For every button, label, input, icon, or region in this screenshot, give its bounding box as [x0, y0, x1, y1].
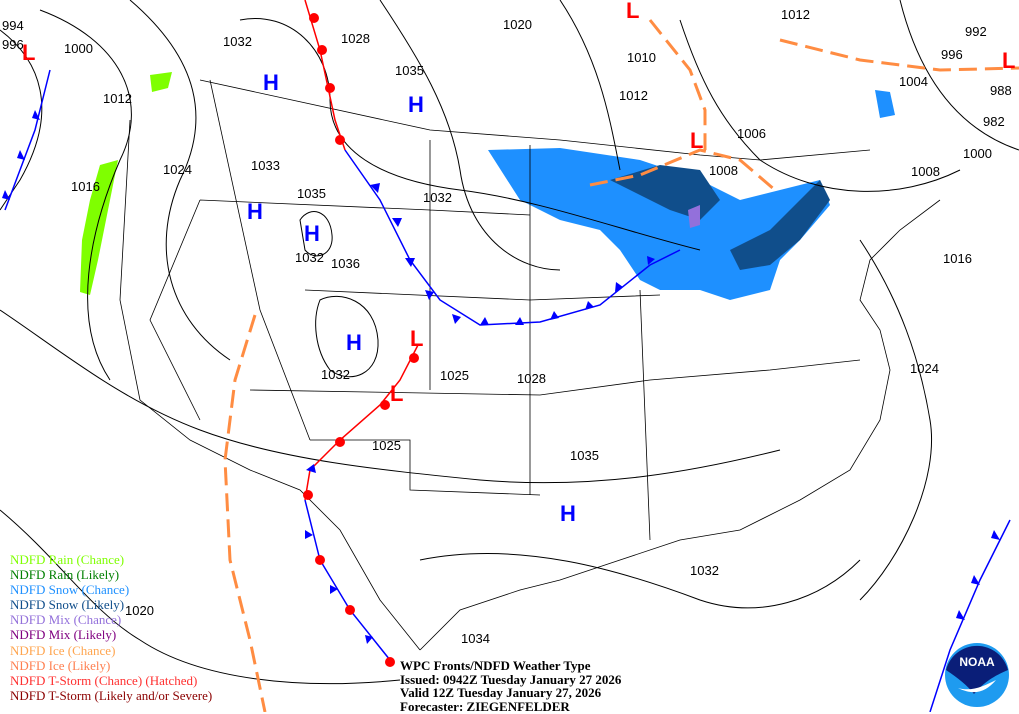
isobar-label: 1032: [423, 190, 452, 205]
low-pressure-center: L: [22, 40, 35, 65]
isobar-label: 1024: [910, 361, 939, 376]
trough: [648, 19, 707, 150]
legend-ice-chance: NDFD Ice (Chance): [10, 642, 116, 658]
map-title: WPC Fronts/NDFD Weather Type: [400, 658, 591, 673]
isobar-label: 992: [965, 24, 987, 39]
trough: [223, 314, 267, 712]
isobar-label: 1035: [297, 186, 326, 201]
low-pressure-center: L: [690, 128, 703, 153]
high-pressure-center: H: [408, 92, 424, 117]
legend-snow-chance: NDFD Snow (Chance): [10, 582, 130, 598]
isobar-label: 1010: [627, 50, 656, 65]
isobar-label: 1016: [943, 251, 972, 266]
isobar-label: 1032: [690, 563, 719, 578]
high-pressure-center: H: [247, 199, 263, 224]
isobar-label: 988: [990, 83, 1012, 98]
mix-chance-area: [688, 205, 700, 228]
legend-ice-likely: NDFD Ice (Likely): [10, 657, 111, 673]
isobar-label: 1006: [737, 126, 766, 141]
high-pressure-center: H: [346, 330, 362, 355]
low-pressure-center: L: [626, 0, 639, 23]
map-info-block: WPC Fronts/NDFD Weather Type Issued: 094…: [400, 659, 621, 713]
issued-time: Issued: 0942Z Tuesday January 27 2026: [400, 671, 622, 687]
isobar-label: 1024: [163, 162, 192, 177]
isobar-label: 1028: [341, 31, 370, 46]
isobar-label: 1036: [331, 256, 360, 271]
cold-front: [4, 69, 51, 211]
isobar-label: 1012: [619, 88, 648, 103]
legend-mix-likely: NDFD Mix (Likely): [10, 627, 117, 643]
valid-time: Valid 12Z Tuesday January 27, 2026: [400, 685, 602, 700]
legend-tstorm-likely: NDFD T-Storm (Likely and/or Severe): [10, 687, 213, 703]
legend-rain-chance: NDFD Rain (Chance): [10, 552, 125, 567]
snow-chance-area: [875, 90, 895, 118]
political-borders: [119, 79, 941, 651]
isobar-label: 1032: [321, 367, 350, 382]
isobar-label: 1008: [709, 163, 738, 178]
snow-likely-area: [610, 165, 830, 270]
isobar-label: 1035: [570, 448, 599, 463]
isobar-label: 1004: [899, 74, 928, 89]
low-pressure-center: L: [390, 381, 403, 406]
isobar-label: 1028: [517, 371, 546, 386]
cold-front: [304, 499, 391, 661]
isobar-label: 1016: [71, 179, 100, 194]
low-pressure-center: L: [410, 326, 423, 351]
isobar-label: 996: [941, 47, 963, 62]
isobar-label: 1000: [963, 146, 992, 161]
isobar-label: 1033: [251, 158, 280, 173]
isobar-label: 1032: [295, 250, 324, 265]
isobars: [0, 0, 1019, 685]
isobar-label: 1000: [64, 41, 93, 56]
isobar-label: 1020: [125, 603, 154, 618]
high-pressure-center: H: [263, 70, 279, 95]
high-pressure-center: H: [560, 501, 576, 526]
pressure-centers: H H H H H H L L L L L L: [22, 0, 1015, 526]
isobar-label: 1034: [461, 631, 490, 646]
legend: NDFD Rain (Chance) NDFD Rain (Likely) ND…: [10, 552, 212, 703]
isobar-label: 996: [2, 37, 24, 52]
noaa-logo: NOAA: [945, 643, 1009, 707]
precip-areas: [80, 72, 895, 300]
warm-front: [304, 344, 419, 501]
warm-front: [304, 0, 346, 151]
isobar-label: 1020: [503, 17, 532, 32]
trough: [589, 148, 776, 192]
trough: [779, 38, 1019, 72]
forecaster: Forecaster: ZIEGENFELDER: [400, 698, 570, 714]
cold-front: [929, 519, 1011, 712]
isobar-label: 1032: [223, 34, 252, 49]
isobar-label: 1012: [781, 7, 810, 22]
isobar-label: 1025: [372, 438, 401, 453]
legend-tstorm-chance: NDFD T-Storm (Chance) (Hatched): [10, 672, 198, 688]
legend-snow-likely: NDFD Snow (Likely): [10, 597, 125, 613]
high-pressure-center: H: [304, 221, 320, 246]
isobar-label: 1035: [395, 63, 424, 78]
isobar-label: 1025: [440, 368, 469, 383]
isobar-label: 982: [983, 114, 1005, 129]
legend-rain-likely: NDFD Rain (Likely): [10, 567, 120, 583]
logo-text: NOAA: [959, 655, 995, 669]
isobar-label: 994: [2, 18, 24, 33]
low-pressure-center: L: [1002, 48, 1015, 73]
isobar-labels: 994 996 1000 1012 1016 1024 1032 1028 10…: [2, 7, 1012, 646]
isobar-label: 1012: [103, 91, 132, 106]
legend-mix-chance: NDFD Mix (Chance): [10, 612, 122, 628]
isobar-label: 1008: [911, 164, 940, 179]
